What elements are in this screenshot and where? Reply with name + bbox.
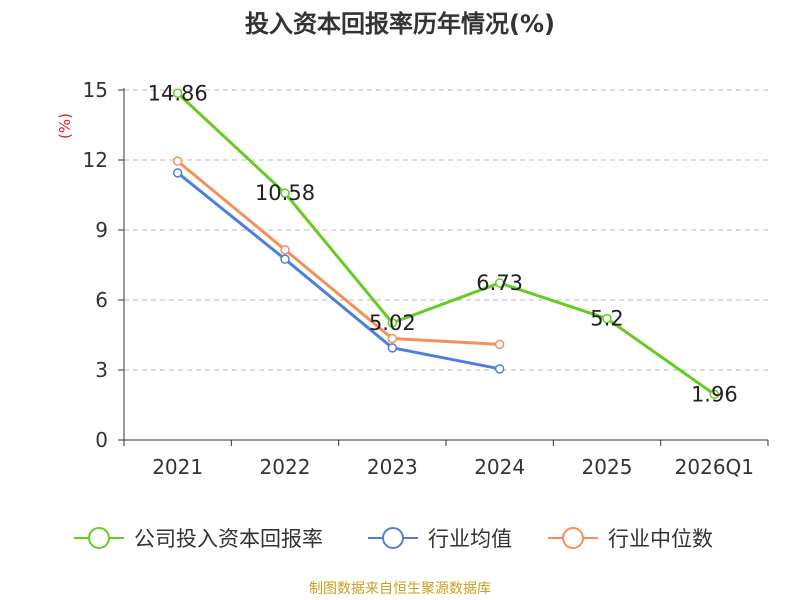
x-tick-label: 2021 bbox=[152, 455, 203, 479]
data-point-0 bbox=[387, 318, 398, 328]
data-point-0 bbox=[494, 278, 505, 288]
y-tick-label: 0 bbox=[95, 428, 108, 452]
data-label: 10.58 bbox=[255, 181, 315, 205]
data-label: 14.86 bbox=[148, 81, 208, 105]
x-tick-label: 2026Q1 bbox=[675, 455, 754, 479]
data-point-1 bbox=[387, 343, 398, 353]
series-line-0 bbox=[176, 92, 716, 396]
series-line-1 bbox=[176, 171, 500, 371]
data-label: 5.2 bbox=[590, 307, 623, 331]
x-tick-label: 2024 bbox=[474, 455, 525, 479]
y-tick-label: 6 bbox=[95, 288, 108, 312]
data-point-2 bbox=[280, 245, 290, 255]
y-tick-label: 9 bbox=[95, 218, 108, 242]
data-label: 6.73 bbox=[476, 271, 523, 295]
data-source-note: 制图数据来自恒生聚源数据库 bbox=[309, 581, 491, 597]
legend-marker bbox=[562, 527, 584, 549]
y-tick-label: 3 bbox=[95, 358, 108, 382]
legend-label: 行业中位数 bbox=[608, 527, 713, 551]
data-point-0 bbox=[172, 88, 183, 99]
legend-marker bbox=[88, 527, 110, 549]
y-tick-label: 15 bbox=[83, 78, 108, 102]
chart-title: 投入资本回报率历年情况(%) bbox=[245, 10, 555, 38]
legend-label: 行业均值 bbox=[428, 527, 512, 551]
y-tick-label: 12 bbox=[83, 148, 108, 172]
x-tick-label: 2023 bbox=[367, 455, 418, 479]
data-label: 1.96 bbox=[691, 382, 738, 406]
data-point-0 bbox=[280, 188, 290, 198]
data-point-1 bbox=[172, 168, 183, 178]
y-axis-unit-label: (%) bbox=[56, 113, 74, 139]
series-line-2 bbox=[176, 160, 500, 346]
data-point-2 bbox=[494, 339, 505, 350]
legend-marker bbox=[382, 527, 404, 549]
legend-label: 公司投入资本回报率 bbox=[134, 527, 323, 551]
data-point-1 bbox=[494, 364, 505, 374]
data-point-2 bbox=[172, 156, 183, 166]
x-tick-label: 2025 bbox=[582, 455, 633, 479]
data-point-1 bbox=[280, 254, 290, 264]
x-tick-label: 2022 bbox=[260, 455, 311, 479]
data-point-0 bbox=[709, 389, 720, 400]
data-label: 5.02 bbox=[369, 311, 416, 335]
data-point-0 bbox=[602, 313, 612, 324]
data-point-2 bbox=[387, 333, 398, 344]
